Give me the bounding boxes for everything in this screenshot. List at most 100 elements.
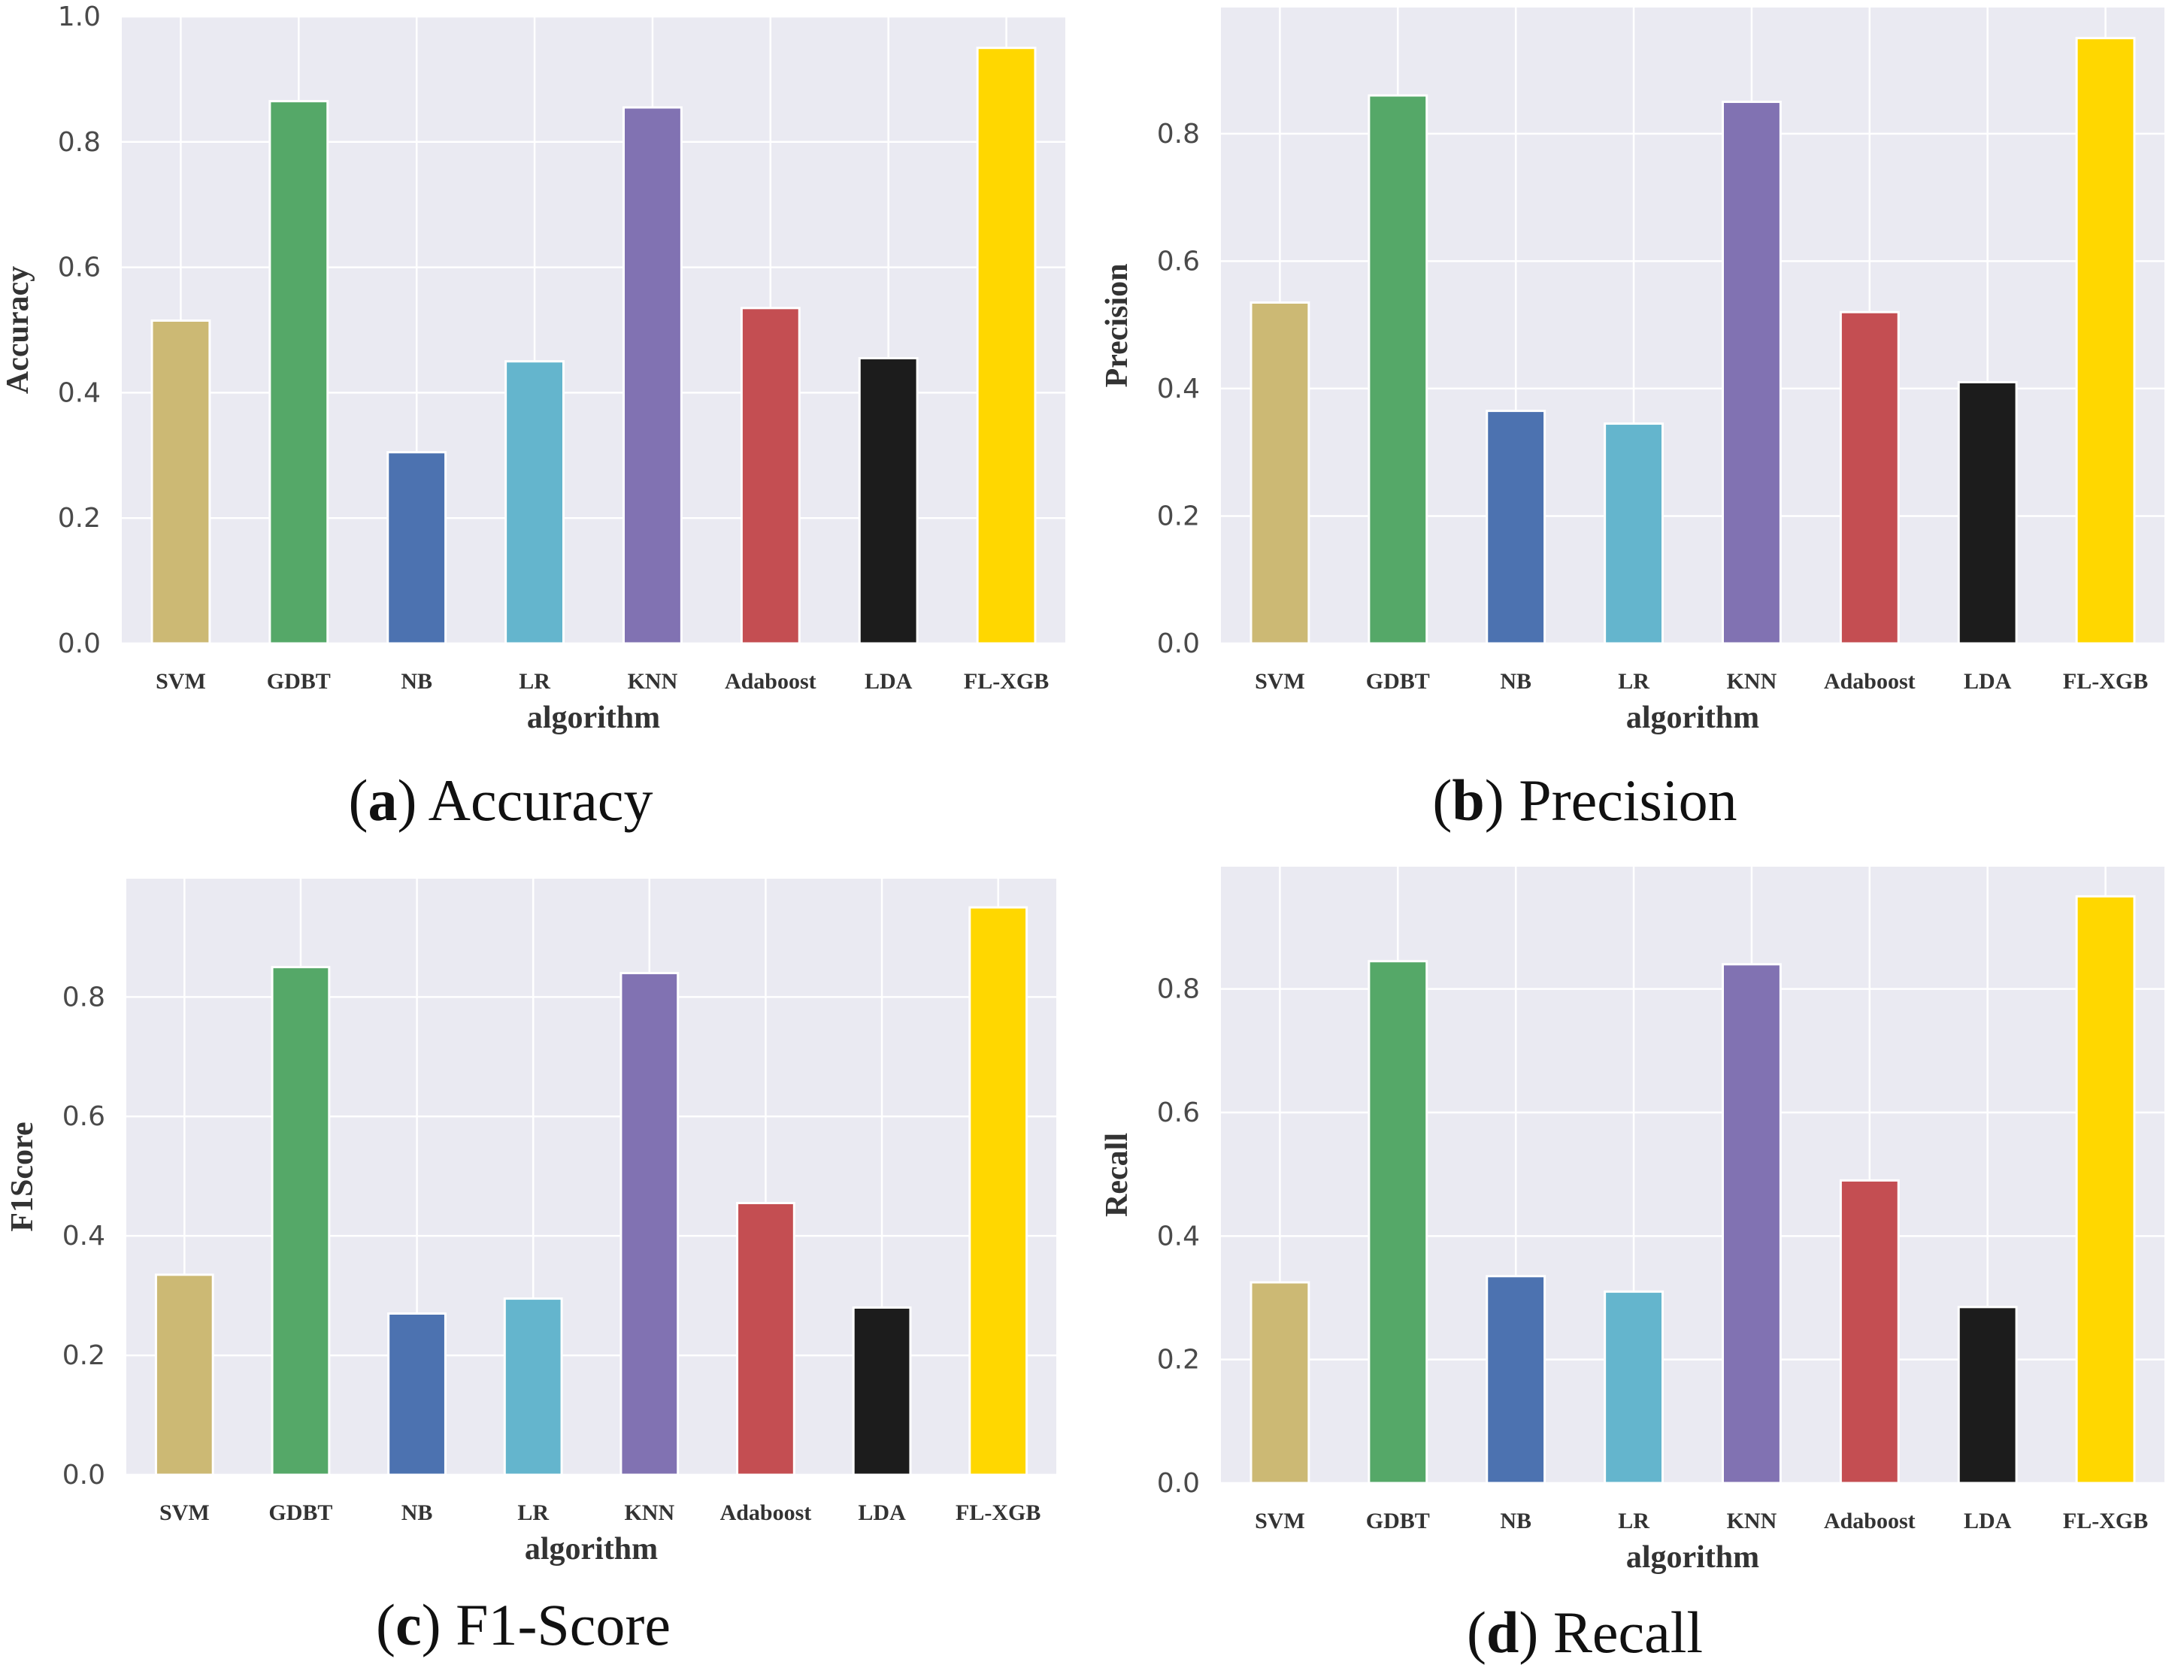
x-tick-label: LDA — [1964, 1509, 2012, 1533]
bar-lr — [504, 360, 565, 645]
x-tick-label: LDA — [1964, 669, 2012, 694]
bar-lr — [503, 1297, 563, 1476]
y-tick-label: 0.8 — [1157, 119, 1200, 150]
x-tick-label: Adaboost — [720, 1500, 812, 1525]
y-tick-label: 0.0 — [62, 1460, 105, 1491]
caption-accuracy: (a) Accuracy — [348, 767, 653, 833]
bar-svm — [150, 319, 211, 645]
bar-fl-xgb — [2075, 894, 2136, 1485]
x-tick-label: GDBT — [268, 1500, 332, 1525]
x-tick-label: LDA — [858, 1500, 906, 1525]
y-axis-label: Accuracy — [1, 266, 35, 394]
x-tick-label: KNN — [1727, 669, 1777, 694]
bar-knn — [1722, 100, 1782, 645]
y-tick-label: 0.2 — [1157, 501, 1200, 531]
bar-svm — [154, 1273, 214, 1476]
bar-lda — [1957, 1306, 2018, 1485]
x-tick-label: SVM — [159, 1500, 210, 1525]
y-tick-label: 0.6 — [58, 253, 101, 283]
y-tick-label: 0.4 — [58, 377, 101, 408]
x-tick-label: NB — [1500, 1509, 1531, 1533]
bar-lr — [1604, 422, 1664, 645]
y-tick-label: 0.0 — [1157, 628, 1200, 659]
plot-area — [1221, 867, 2164, 1483]
bar-adaboost — [740, 307, 801, 645]
x-tick-label: FL-XGB — [2063, 1509, 2148, 1533]
x-tick-label: FL-XGB — [964, 669, 1049, 694]
bar-nb — [386, 451, 447, 645]
bar-svm — [1250, 301, 1310, 645]
x-tick-label: LR — [1618, 1509, 1649, 1533]
bar-adaboost — [1839, 1179, 1900, 1485]
x-tick-label: NB — [1500, 669, 1531, 694]
bar-knn — [619, 972, 680, 1476]
y-axis-label: F1Score — [5, 1122, 40, 1231]
y-axis-label: Recall — [1100, 1133, 1134, 1217]
y-tick-label: 0.4 — [62, 1221, 105, 1252]
f1score-bar-chart: 0.0 0.2 0.4 0.6 0.8 SVM GDBT NB LR KNN Adaboost LDA… — [5, 879, 1056, 1566]
plot-area — [122, 17, 1065, 643]
bar-nb — [1486, 1275, 1546, 1485]
bar-lda — [1957, 380, 2018, 645]
plot-area — [1221, 8, 2164, 643]
bar-fl-xgb — [976, 47, 1037, 645]
chart-panel-recall: 0.0 0.2 0.4 0.6 0.8 SVM GDBT NB LR KNN Adaboost LDA… — [1092, 840, 2183, 1679]
x-tick-label: SVM — [1255, 1509, 1305, 1533]
y-tick-label: 0.2 — [1157, 1345, 1200, 1376]
accuracy-bar-chart: 0.0 0.2 0.4 0.6 0.8 1.0 SVM GDBT NB LR KNN Adaboost… — [1, 2, 1065, 735]
x-tick-label: GDBT — [267, 669, 331, 694]
bar-fl-xgb — [2075, 37, 2136, 645]
plot-area — [126, 879, 1056, 1475]
x-tick-label: LR — [517, 1500, 549, 1525]
bar-lr — [1604, 1290, 1664, 1485]
y-tick-label: 0.8 — [1157, 974, 1200, 1005]
x-tick-label: NB — [401, 669, 432, 694]
x-tick-label: SVM — [156, 669, 206, 694]
bar-svm — [1250, 1281, 1310, 1485]
bar-gdbt — [1368, 960, 1428, 1485]
bar-gdbt — [1368, 94, 1428, 645]
y-tick-label: 0.6 — [1157, 246, 1200, 277]
caption-f1score: (c) F1-Score — [375, 1592, 671, 1657]
bar-nb — [387, 1312, 447, 1476]
x-tick-label: Adaboost — [1824, 1509, 1916, 1533]
x-tick-label: Adaboost — [725, 669, 816, 694]
y-tick-label: 0.8 — [62, 982, 105, 1013]
y-tick-label: 1.0 — [58, 2, 101, 32]
x-axis-label: algorithm — [525, 1532, 658, 1566]
x-tick-label: FL-XGB — [2063, 669, 2148, 694]
bar-knn — [622, 106, 683, 645]
bar-adaboost — [1839, 310, 1900, 645]
x-tick-label: LDA — [865, 669, 913, 694]
y-tick-label: 0.6 — [1157, 1097, 1200, 1128]
y-tick-label: 0.6 — [62, 1101, 105, 1132]
x-tick-label: GDBT — [1366, 1509, 1430, 1533]
y-tick-label: 0.4 — [1157, 1221, 1200, 1252]
x-axis-label: algorithm — [1626, 1540, 1759, 1575]
y-tick-label: 0.2 — [58, 503, 101, 534]
bar-gdbt — [268, 100, 329, 645]
y-axis-label: Precision — [1100, 264, 1134, 388]
bar-fl-xgb — [968, 906, 1028, 1476]
precision-bar-chart: 0.0 0.2 0.4 0.6 0.8 SVM GDBT NB LR KNN Adaboost LDA… — [1100, 8, 2164, 735]
chart-panel-precision: 0.0 0.2 0.4 0.6 0.8 SVM GDBT NB LR KNN Adaboost LDA… — [1092, 0, 2183, 840]
x-axis-label: algorithm — [527, 701, 660, 735]
bar-adaboost — [736, 1201, 795, 1476]
x-tick-label: LR — [1618, 669, 1649, 694]
x-tick-label: KNN — [1727, 1509, 1777, 1533]
bar-gdbt — [271, 966, 331, 1476]
y-tick-label: 0.2 — [62, 1340, 105, 1371]
x-axis-label: algorithm — [1626, 701, 1759, 735]
bar-lda — [858, 357, 919, 645]
y-tick-label: 0.0 — [58, 628, 101, 659]
recall-bar-chart: 0.0 0.2 0.4 0.6 0.8 SVM GDBT NB LR KNN Adaboost LDA… — [1100, 867, 2164, 1575]
y-tick-label: 0.4 — [1157, 374, 1200, 404]
bar-nb — [1486, 410, 1546, 645]
x-tick-label: SVM — [1255, 669, 1305, 694]
bar-lda — [852, 1306, 912, 1476]
x-tick-label: GDBT — [1366, 669, 1430, 694]
caption-precision: (b) Precision — [1432, 767, 1737, 833]
bar-knn — [1722, 963, 1782, 1485]
x-tick-label: KNN — [624, 1500, 674, 1525]
x-tick-label: FL-XGB — [956, 1500, 1041, 1525]
